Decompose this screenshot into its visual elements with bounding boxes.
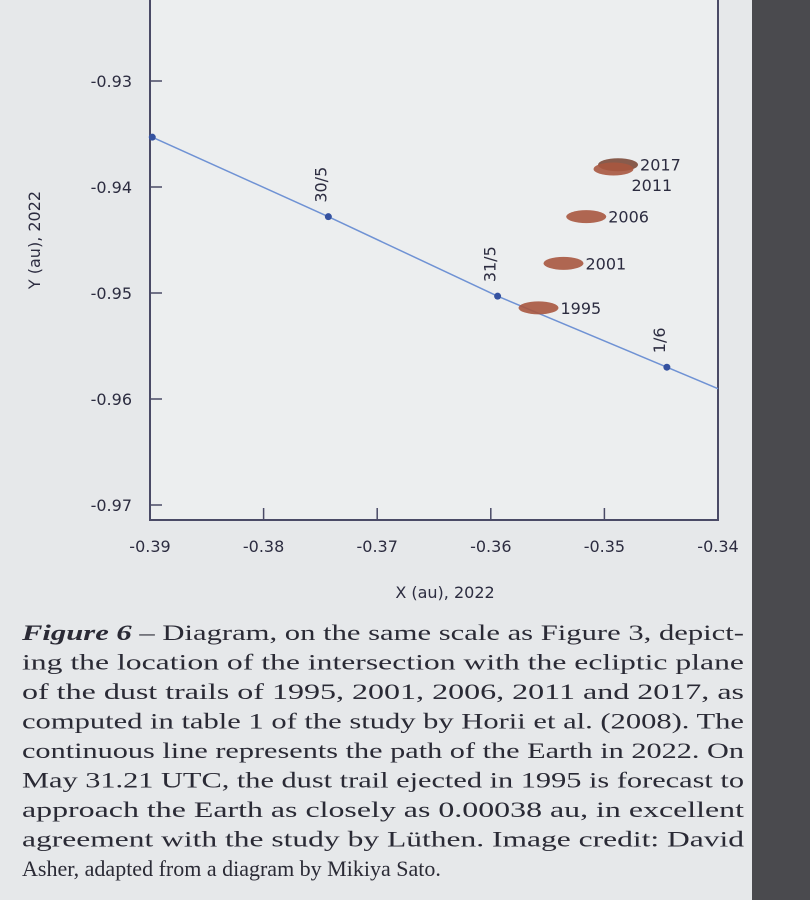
caption-text: approach the Earth as closely as 0.00038… <box>22 797 744 822</box>
dust-trail <box>566 210 607 224</box>
caption-text: Asher, adapted from a diagram by Mikiya … <box>22 856 441 881</box>
caption-text: computed in table 1 of the study by Hori… <box>22 709 744 734</box>
x-tick-label: -0.38 <box>243 537 284 556</box>
caption-text: May 31.21 UTC, the dust trail ejected in… <box>22 768 744 793</box>
dust-trail <box>593 162 634 176</box>
caption-line: Figure 6 – Diagram, on the same scale as… <box>21 620 744 645</box>
earth-point <box>494 292 502 300</box>
x-tick-label: -0.34 <box>697 537 738 556</box>
plot-frame <box>149 0 719 521</box>
x-tick-label: -0.37 <box>356 537 397 556</box>
caption-text: continuous line represents the path of t… <box>22 738 744 763</box>
date-label: 30/5 <box>311 167 330 203</box>
trail-label: 2006 <box>608 208 649 227</box>
caption-line: agreement with the study by Lüthen. Imag… <box>22 827 744 852</box>
trail-label: 2011 <box>631 176 672 195</box>
dust-trail <box>543 256 584 270</box>
x-tick-label: -0.35 <box>584 537 625 556</box>
y-tick-label: -0.94 <box>91 178 132 197</box>
caption-line: computed in table 1 of the study by Hori… <box>22 709 744 734</box>
earth-point <box>324 213 332 221</box>
trail-label: 2017 <box>640 156 681 175</box>
date-label: 31/5 <box>481 246 500 282</box>
earth-path-extension <box>666 366 719 390</box>
caption-line: ing the location of the intersection wit… <box>22 650 744 675</box>
x-tick-label: -0.39 <box>129 537 170 556</box>
caption-line: Asher, adapted from a diagram by Mikiya … <box>22 856 441 881</box>
y-tick-label: -0.93 <box>91 72 132 91</box>
caption-text: – Diagram, on the same scale as Figure 3… <box>132 620 744 645</box>
dust-trail <box>518 301 559 315</box>
caption-line: of the dust trails of 1995, 2001, 2006, … <box>22 679 744 704</box>
caption-line: continuous line represents the path of t… <box>22 738 744 763</box>
caption-text: agreement with the study by Lüthen. Imag… <box>22 827 744 852</box>
trail-label: 2001 <box>586 254 627 273</box>
x-tick-label: -0.36 <box>470 537 511 556</box>
background <box>752 0 810 900</box>
caption-text: of the dust trails of 1995, 2001, 2006, … <box>22 679 744 704</box>
caption-line: approach the Earth as closely as 0.00038… <box>22 797 744 822</box>
x-axis-label: X (au), 2022 <box>395 583 494 602</box>
y-tick-label: -0.95 <box>91 284 132 303</box>
earth-point <box>148 133 156 141</box>
y-axis-label: Y (au), 2022 <box>25 191 44 290</box>
trail-label: 1995 <box>561 299 602 318</box>
caption-line: May 31.21 UTC, the dust trail ejected in… <box>22 768 744 793</box>
caption-label: Figure 6 <box>21 620 132 645</box>
y-tick-label: -0.97 <box>91 496 132 515</box>
earth-point <box>663 363 671 371</box>
y-tick-label: -0.96 <box>91 390 132 409</box>
date-label: 1/6 <box>650 327 669 353</box>
caption-text: ing the location of the intersection wit… <box>22 650 744 675</box>
earth-path <box>151 136 668 368</box>
